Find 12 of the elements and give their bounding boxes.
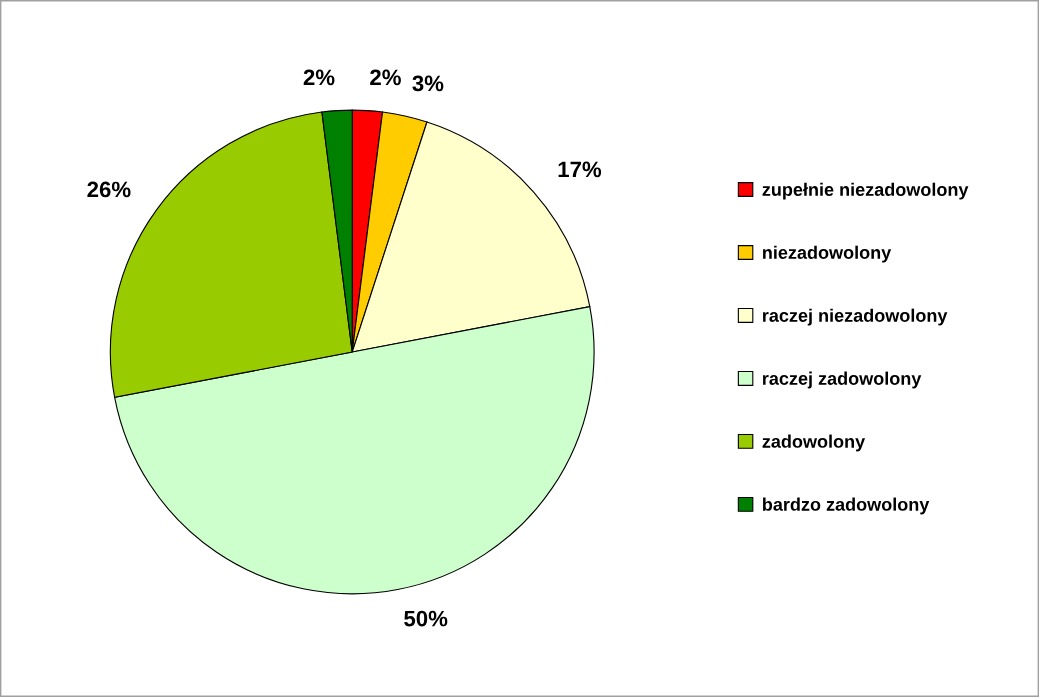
data-label: 26% bbox=[87, 181, 131, 198]
data-label: 50% bbox=[404, 610, 448, 627]
legend-label: niezadowolony bbox=[763, 245, 892, 263]
data-label: 3% bbox=[412, 75, 444, 92]
data-label: 17% bbox=[558, 161, 602, 178]
legend-label: raczej niezadowolony bbox=[763, 308, 948, 326]
legend-label: raczej zadowolony bbox=[763, 371, 922, 389]
data-label: 2% bbox=[370, 69, 401, 86]
legend-label: zadowolony bbox=[762, 434, 866, 452]
legend-label: bardzo zadowolony bbox=[763, 497, 930, 515]
legend-label: zupełnie niezadowolony bbox=[762, 182, 969, 200]
data-label: 2% bbox=[303, 69, 335, 86]
